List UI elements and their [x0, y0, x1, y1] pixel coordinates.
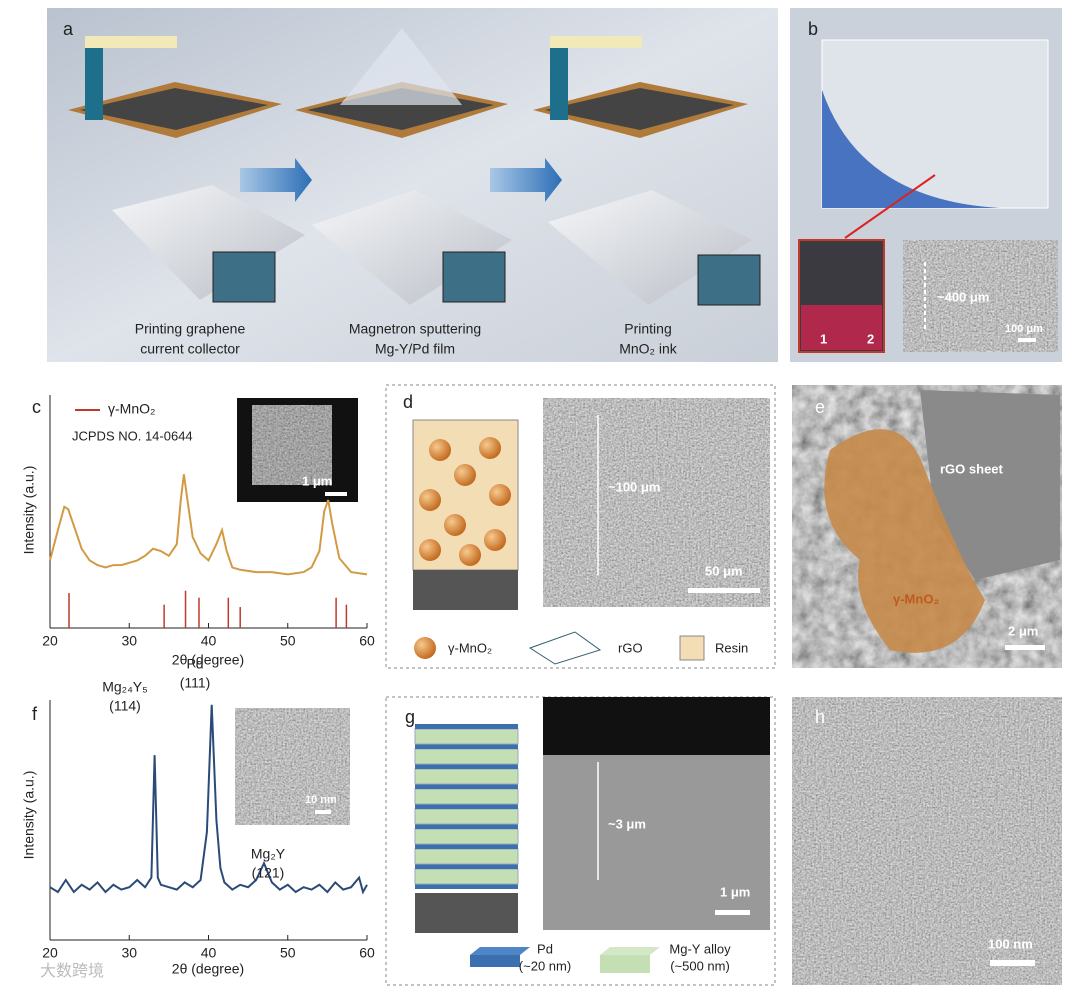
layer-stack	[414, 724, 519, 889]
scale-bar-label: 50 μm	[705, 563, 743, 578]
pd-layer	[415, 804, 518, 809]
legend-label: (~20 nm)	[519, 958, 571, 973]
arrow	[240, 158, 312, 202]
x-tick-label: 20	[42, 633, 58, 649]
step-caption: MnO₂ ink	[619, 341, 678, 357]
watermark: 大数跨境	[40, 961, 104, 980]
panel-d: d ~100 μm 50 μm γ-MnO₂ rGO Resin	[385, 384, 776, 669]
pd-layer	[415, 864, 518, 869]
sheet-label: rGO sheet	[940, 461, 1004, 476]
peak-label: Mg₂Y	[251, 846, 286, 862]
panel-label: f	[32, 704, 38, 724]
pd-layer	[415, 744, 518, 749]
x-tick-label: 30	[121, 945, 137, 961]
mgy-layer	[414, 788, 519, 805]
step-caption: current collector	[140, 341, 240, 357]
thickness-label: ~100 μm	[608, 479, 660, 494]
legend-label: γ-MnO₂	[448, 640, 492, 655]
mgy-layer	[414, 868, 519, 885]
legend-label: γ-MnO₂	[108, 401, 155, 417]
mgy-layer	[414, 828, 519, 845]
panel-g: g ~3 μm 1 μm Pd (~20 nm) Mg-Y alloy (~50…	[385, 696, 776, 986]
y-axis-label: Intensity (a.u.)	[21, 771, 37, 860]
x-tick-label: 40	[201, 945, 217, 961]
legend-label: (~500 nm)	[670, 958, 730, 973]
step-caption: Mg-Y/Pd film	[375, 341, 455, 357]
printing-stage-1	[68, 36, 305, 303]
sem-image	[543, 398, 770, 607]
tem-inset	[235, 708, 350, 825]
pd-layer	[415, 784, 518, 789]
peak-label: (114)	[109, 698, 141, 714]
panel-label: e	[815, 397, 825, 417]
particles	[419, 437, 511, 566]
panel-label: c	[32, 397, 41, 417]
x-tick-label: 50	[280, 633, 296, 649]
peak-label: Mg₂₄Y₅	[102, 679, 148, 695]
legend-label: Resin	[715, 640, 748, 655]
step-caption: Printing graphene	[135, 321, 246, 337]
legend-label: Pd	[537, 941, 553, 956]
panel-label: b	[808, 19, 818, 39]
substrate	[413, 570, 518, 610]
step-caption: Magnetron sputtering	[349, 321, 481, 337]
mgy-layer	[414, 748, 519, 765]
thickness-label: ~400 μm	[937, 289, 989, 304]
arrow	[490, 158, 562, 202]
peak-label: (121)	[252, 865, 285, 881]
particle-label: γ-MnO₂	[893, 591, 939, 606]
pointer	[844, 174, 936, 239]
thickness-label: ~3 μm	[608, 816, 646, 831]
step-caption: Printing	[624, 321, 671, 337]
sem-image	[902, 239, 1059, 353]
x-tick-label: 60	[359, 945, 375, 961]
x-tick-label: 60	[359, 633, 375, 649]
mgy-layer	[414, 808, 519, 825]
x-axis-label: 2θ (degree)	[172, 652, 244, 668]
ruler-label: 1	[820, 331, 827, 346]
printing-stage-2	[533, 36, 761, 306]
reference-card: JCPDS NO. 14-0644	[72, 428, 193, 443]
x-tick-label: 20	[42, 945, 58, 961]
scale-bar-label: 1 μm	[302, 473, 332, 488]
scale-bar-label: 100 nm	[988, 936, 1033, 951]
x-tick-label: 50	[280, 945, 296, 961]
scale-bar-label: 100 μm	[1005, 323, 1043, 335]
mgy-layer	[414, 848, 519, 865]
mgy-layer	[414, 768, 519, 785]
panel-label: h	[815, 707, 825, 727]
sem-image	[792, 697, 1062, 985]
panel-label: d	[403, 392, 413, 412]
panel-b: b 1 2 ~400 μm 100 μm	[790, 8, 1062, 362]
sputtering-stage	[295, 28, 512, 305]
xrd-curve	[49, 474, 368, 576]
x-tick-label: 30	[121, 633, 137, 649]
peak-label: (111)	[180, 675, 211, 691]
pd-layer	[415, 724, 518, 729]
panel-a: a	[47, 8, 778, 362]
ruler-label: 2	[867, 331, 874, 346]
scale-bar-label: 10 nm	[305, 794, 337, 806]
panel-h: h 100 nm	[792, 697, 1062, 985]
legend-label: rGO	[618, 640, 643, 655]
xrd-curve	[49, 704, 368, 895]
mgy-layer	[414, 728, 519, 745]
peak-label: Pd	[186, 656, 203, 672]
x-axis-label: 2θ (degree)	[172, 961, 244, 977]
legend-label: Mg-Y alloy	[669, 941, 731, 956]
pd-layer	[415, 844, 518, 849]
panel-label: g	[405, 707, 415, 727]
scale-bar-label: 1 μm	[720, 884, 750, 899]
pd-layer	[415, 824, 518, 829]
x-tick-label: 40	[201, 633, 217, 649]
y-axis-label: Intensity (a.u.)	[21, 466, 37, 555]
pd-layer	[415, 764, 518, 769]
panel-e: e rGO sheet γ-MnO₂ 2 μm	[792, 385, 1062, 668]
panel-label: a	[63, 19, 74, 39]
scale-bar-label: 2 μm	[1008, 623, 1038, 638]
pd-layer	[415, 884, 518, 889]
